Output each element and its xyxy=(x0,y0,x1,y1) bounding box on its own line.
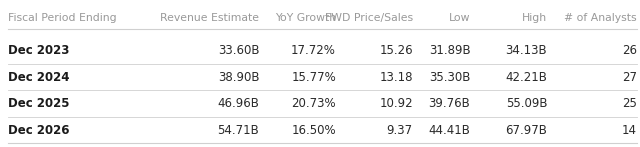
Text: Dec 2025: Dec 2025 xyxy=(8,97,69,110)
Text: 42.21B: 42.21B xyxy=(506,71,547,84)
Text: Low: Low xyxy=(449,13,470,23)
Text: Dec 2024: Dec 2024 xyxy=(8,71,69,84)
Text: 10.92: 10.92 xyxy=(379,97,413,110)
Text: 15.26: 15.26 xyxy=(379,44,413,57)
Text: 38.90B: 38.90B xyxy=(218,71,259,84)
Text: # of Analysts: # of Analysts xyxy=(564,13,637,23)
Text: FWD Price/Sales: FWD Price/Sales xyxy=(324,13,413,23)
Text: 13.18: 13.18 xyxy=(380,71,413,84)
Text: 33.60B: 33.60B xyxy=(218,44,259,57)
Text: 39.76B: 39.76B xyxy=(429,97,470,110)
Text: 25: 25 xyxy=(622,97,637,110)
Text: 35.30B: 35.30B xyxy=(429,71,470,84)
Text: 9.37: 9.37 xyxy=(387,124,413,137)
Text: 44.41B: 44.41B xyxy=(429,124,470,137)
Text: 27: 27 xyxy=(622,71,637,84)
Text: YoY Growth: YoY Growth xyxy=(275,13,336,23)
Text: Dec 2023: Dec 2023 xyxy=(8,44,69,57)
Text: 67.97B: 67.97B xyxy=(506,124,547,137)
Text: Fiscal Period Ending: Fiscal Period Ending xyxy=(8,13,116,23)
Text: 17.72%: 17.72% xyxy=(291,44,336,57)
Text: 55.09B: 55.09B xyxy=(506,97,547,110)
Text: 26: 26 xyxy=(622,44,637,57)
Text: 16.50%: 16.50% xyxy=(291,124,336,137)
Text: 14: 14 xyxy=(622,124,637,137)
Text: 54.71B: 54.71B xyxy=(218,124,259,137)
Text: 31.89B: 31.89B xyxy=(429,44,470,57)
Text: 20.73%: 20.73% xyxy=(291,97,336,110)
Text: High: High xyxy=(522,13,547,23)
Text: Revenue Estimate: Revenue Estimate xyxy=(160,13,259,23)
Text: 34.13B: 34.13B xyxy=(506,44,547,57)
Text: 15.77%: 15.77% xyxy=(291,71,336,84)
Text: Dec 2026: Dec 2026 xyxy=(8,124,69,137)
Text: 46.96B: 46.96B xyxy=(218,97,259,110)
